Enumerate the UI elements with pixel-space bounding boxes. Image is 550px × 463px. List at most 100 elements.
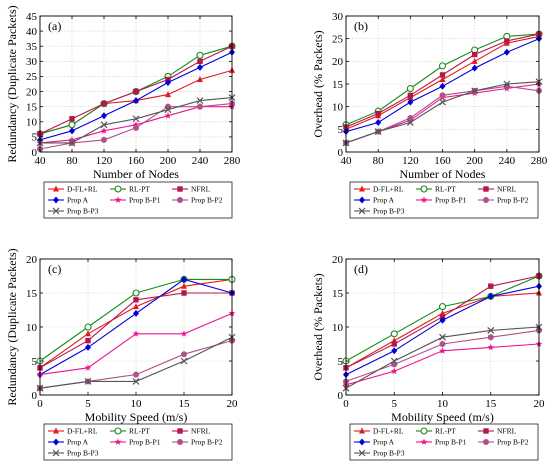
y-tick-label: 45 (26, 11, 38, 23)
legend-marker (177, 428, 183, 434)
data-point (181, 290, 187, 296)
data-point (133, 97, 139, 105)
x-tick-label: 0 (37, 398, 43, 410)
legend-label: RL-PT (129, 427, 150, 436)
data-point (100, 121, 108, 129)
data-point (180, 330, 188, 337)
data-point (439, 347, 446, 354)
data-point (132, 377, 140, 385)
legend-label: Prop B-P1 (129, 196, 161, 205)
legend-label: D-FL+RL (373, 185, 404, 194)
legend-label: Prop A (67, 438, 89, 447)
legend-marker (53, 185, 59, 192)
data-point (390, 357, 398, 365)
legend: D-FL+RL RL-PT NFRL Prop A Prop B-P1 Prop B-P2… (43, 423, 233, 461)
data-point (439, 75, 446, 82)
legend-label: RL-PT (435, 185, 456, 194)
x-tick-label: 40 (35, 155, 47, 167)
panel-label: (c) (48, 262, 61, 276)
data-point (487, 343, 495, 351)
data-point (133, 309, 139, 317)
data-point (196, 97, 204, 105)
data-point (101, 100, 107, 107)
y-tick-label: 0 (338, 147, 344, 159)
y-tick-label: 15 (26, 288, 38, 300)
y-tick-label: 0 (32, 390, 38, 402)
data-point (85, 343, 91, 351)
data-point (69, 116, 75, 122)
data-point (181, 275, 187, 283)
x-tick-label: 160 (128, 155, 145, 167)
x-tick-label: 20 (534, 398, 546, 410)
x-tick-label: 200 (160, 155, 177, 167)
data-point (407, 115, 414, 121)
legend-marker (359, 438, 365, 446)
data-point (438, 62, 447, 70)
legend-marker (114, 427, 122, 435)
legend-label: Prop B-P1 (129, 438, 161, 447)
x-axis-label: Mobility Speed (m/s) (85, 410, 188, 424)
data-point (164, 106, 172, 114)
legend-label: NFRL (191, 185, 211, 194)
data-point (69, 127, 75, 135)
legend-marker (177, 186, 183, 192)
data-point (133, 88, 139, 95)
y-tick-label: 20 (332, 254, 344, 266)
y-tick-label: 30 (332, 11, 344, 23)
data-point (85, 330, 91, 337)
legend-label: Prop B-P3 (67, 207, 99, 216)
data-point (375, 119, 382, 127)
y-tick-label: 30 (26, 56, 38, 68)
x-tick-label: 10 (131, 398, 143, 410)
data-point (84, 377, 92, 385)
data-point (503, 48, 510, 56)
x-tick-label: 160 (434, 155, 451, 167)
data-point (390, 367, 398, 375)
y-tick-label: 15 (332, 288, 344, 300)
legend-marker (359, 185, 365, 192)
legend-label: Prop B-P3 (373, 207, 405, 216)
series-line (39, 336, 233, 389)
data-point (84, 364, 92, 371)
legend-label: Prop B-P3 (67, 449, 99, 458)
legend-marker (114, 185, 122, 193)
data-point (164, 112, 172, 119)
data-point (133, 303, 139, 310)
legend-marker (359, 196, 365, 204)
data-point (101, 136, 107, 143)
y-tick-label: 20 (26, 86, 38, 98)
y-tick-label: 5 (338, 356, 344, 368)
legend: D-FL+RL RL-PT NFRL Prop A Prop B-P1 Prop B-P2… (349, 423, 539, 461)
legend-marker (483, 439, 489, 445)
x-tick-label: 15 (179, 398, 191, 410)
data-point (196, 51, 204, 59)
data-point (85, 337, 91, 344)
legend-label: Prop B-P1 (435, 196, 467, 205)
y-tick-label: 10 (26, 117, 38, 129)
data-point (181, 282, 187, 289)
x-tick-label: 5 (85, 398, 91, 410)
legend-label: D-FL+RL (373, 427, 404, 436)
x-tick-label: 15 (485, 398, 497, 410)
data-point (504, 38, 510, 44)
legend: D-FL+RL RL-PT NFRL Prop A Prop B-P1 Prop B-P2… (349, 181, 539, 219)
y-tick-label: 5 (32, 356, 38, 368)
legend-marker (358, 207, 366, 215)
y-tick-label: 10 (332, 101, 344, 113)
y-tick-label: 0 (32, 147, 38, 159)
y-tick-label: 35 (26, 41, 38, 53)
legend-marker (483, 197, 489, 203)
y-tick-label: 15 (332, 79, 344, 91)
y-tick-label: 5 (32, 132, 38, 144)
legend-label: Prop B-P3 (373, 449, 405, 458)
y-axis-label: Overhead (% Packets) (311, 273, 325, 380)
legend-box (43, 181, 233, 219)
y-tick-label: 25 (26, 71, 38, 83)
data-point (471, 87, 479, 95)
y-tick-label: 20 (26, 254, 38, 266)
data-point (487, 292, 494, 300)
data-point (132, 115, 140, 123)
data-point (438, 303, 447, 311)
legend-label: Prop B-P2 (191, 438, 223, 447)
